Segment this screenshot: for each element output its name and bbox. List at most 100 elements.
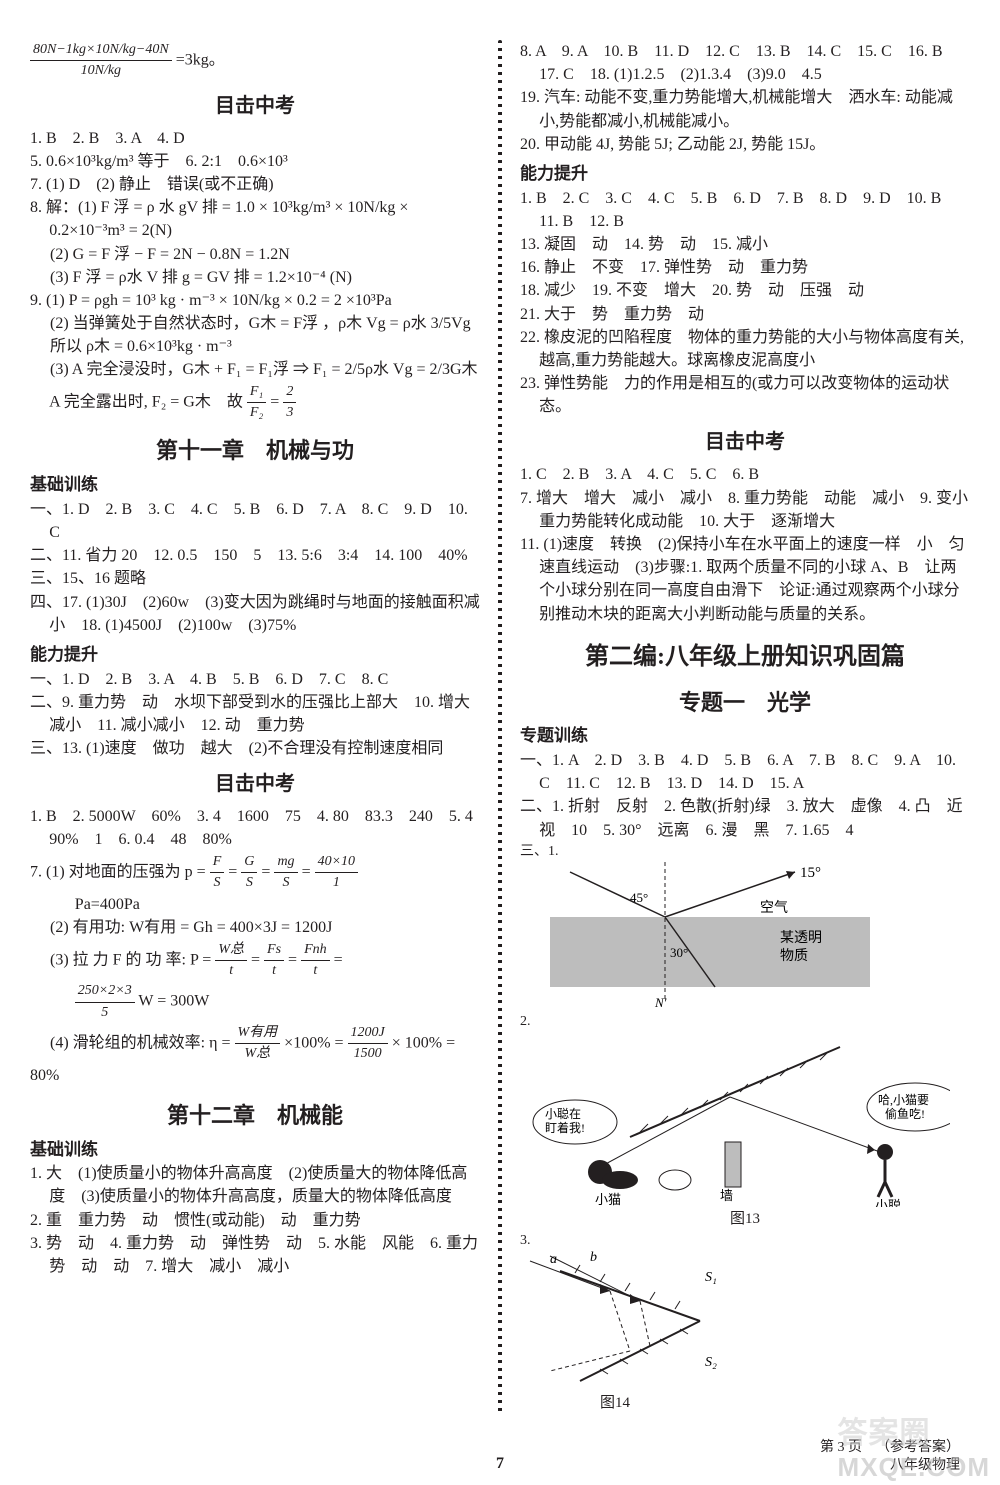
figure-double-mirror: a b S₁ S₂ [520, 1251, 820, 1391]
fig1-15deg: 15° [800, 865, 821, 881]
mj2-7-pre: 7. (1) 对地面的压强为 p = [30, 863, 206, 880]
mj2-7-2: (2) 有用功: W有用 = Gh = 400×3J = 1200J [30, 916, 480, 939]
f: 1200J [348, 1023, 388, 1044]
watermark-en: MXQE.COM [838, 1452, 990, 1482]
jichu11-line: 四、17. (1)30J (2)60w (3)变大因为跳绳时与地面的接触面积减小… [30, 591, 480, 637]
zt-line: 二、1. 折射 反射 2. 色散(折射)绿 3. 放大 虚像 4. 凸 近视 1… [520, 795, 970, 841]
f: F [210, 852, 225, 873]
nengli12-line: 1. B 2. C 3. C 4. C 5. B 6. D 7. B 8. D … [520, 187, 970, 233]
f: 250×2×3 [75, 981, 135, 1002]
mj1-line: 1. B 2. B 3. A 4. D [30, 127, 480, 150]
topic-1-title: 专题一 光学 [520, 687, 970, 719]
f: t [301, 961, 330, 981]
mj2-7-4: (4) 滑轮组的机械效率: η = W有用W总 ×100% = 1200J150… [30, 1023, 480, 1088]
f: S [274, 873, 297, 893]
fig2-right2: 偷鱼吃! [885, 1106, 925, 1121]
fig2-left2: 盯着我! [545, 1120, 585, 1135]
f: Fnh [301, 940, 330, 961]
mj1-line: (3) A 完全浸没时，G木 + F₁ = F₁浮 ⇒ F₁ = 2/5ρ水 V… [30, 358, 480, 381]
jichu11-line: 三、15、16 题略 [30, 567, 480, 590]
top-formula: 80N−1kg×10N/kg−40N 10N/kg =3kg。 [30, 40, 480, 82]
f: mg [274, 852, 297, 873]
sub-nengli-11: 能力提升 [30, 643, 480, 668]
column-divider [498, 40, 502, 1415]
fig1-45: 45° [630, 890, 648, 905]
r-cont-line: 8. A 9. A 10. B 11. D 12. C 13. B 14. C … [520, 40, 970, 86]
mj1-final-num: F₁ [247, 382, 266, 403]
mj2-7-3b: 250×2×35 W = 300W [30, 981, 480, 1023]
jichu11-line: 二、11. 省力 20 12. 0.5 150 5 13. 5:6 3:4 14… [30, 544, 480, 567]
mj1-line: 8. 解：(1) F 浮 = ρ 水 gV 排 = 1.0 × 10³kg/m³… [30, 196, 480, 242]
t: (4) 滑轮组的机械效率: η = [30, 1034, 231, 1051]
mj2-line-1: 1. B 2. 5000W 60% 3. 4 1600 75 4. 80 83.… [30, 805, 480, 851]
f: 5 [75, 1003, 135, 1023]
mj1-final: A 完全露出时, F₂ = G木 故 F₁ F₂ = 2 3 [30, 382, 480, 424]
t: W = 300W [138, 993, 209, 1010]
section-title-muji-2: 目击中考 [30, 770, 480, 799]
mj1-final-den: F₂ [247, 403, 266, 423]
fig1-mat2: 物质 [780, 948, 808, 964]
mj1-final-rhs-n: 2 [283, 382, 296, 403]
figure-cat-mirror: 墙 小聪在 盯着我! 小猫 哈,小猫要 偷鱼吃! 小聪 [520, 1032, 950, 1207]
fig3-a: a [550, 1252, 557, 1267]
top-formula-den: 10N/kg [30, 61, 172, 81]
nengli12-line: 23. 弹性势能 力的作用是相互的(或力可以改变物体的运动状态。 [520, 372, 970, 418]
mj-r-line: 7. 增大 增大 减小 减小 8. 重力势能 动能 减小 9. 变小 重力势能转… [520, 487, 970, 533]
nengli12-line: 22. 橡皮泥的凹陷程度 物体的重力势能的大小与物体高度有关,越高,重力势能越大… [520, 326, 970, 372]
page: 80N−1kg×10N/kg−40N 10N/kg =3kg。 目击中考 1. … [0, 0, 1000, 1445]
f: t [264, 961, 284, 981]
top-formula-num: 80N−1kg×10N/kg−40N [30, 40, 172, 61]
fig3-lead: 3. [520, 1231, 970, 1251]
nengli11-line: 一、1. D 2. B 3. A 4. B 5. B 6. D 7. C 8. … [30, 668, 480, 691]
fig3-s1: S₁ [705, 1270, 717, 1285]
jichu12-line: 1. 大 (1)使质量小的物体升高高度 (2)使质量大的物体降低高度 (3)使质… [30, 1162, 480, 1208]
nengli11-line: 三、13. (1)速度 做功 越大 (2)不合理没有控制速度相同 [30, 737, 480, 760]
t: (3) 拉 力 F 的 功 率: P = [30, 951, 211, 968]
f: 1500 [348, 1044, 388, 1064]
section-title-muji-1: 目击中考 [30, 92, 480, 121]
sub-zhuanti: 专题训练 [520, 724, 970, 749]
top-formula-eq: =3kg。 [176, 51, 225, 68]
nengli12-line: 18. 减少 19. 不变 增大 20. 势 动 压强 动 [520, 279, 970, 302]
f: S [210, 873, 225, 893]
fig1-mat1: 某透明 [780, 930, 822, 946]
f: t [215, 961, 247, 981]
f: G [241, 852, 257, 873]
section-title-muji-r: 目击中考 [520, 428, 970, 457]
nengli12-line: 21. 大于 势 重力势 动 [520, 303, 970, 326]
sub-jichu-12: 基础训练 [30, 1138, 480, 1163]
sub-jichu-11: 基础训练 [30, 473, 480, 498]
mj1-line: 所以 ρ木 = 0.6×10³kg · m⁻³ [30, 335, 480, 358]
fig2-right1: 哈,小猫要 [878, 1093, 929, 1107]
f: W有用 [235, 1023, 281, 1044]
fig2-caption: 图13 [520, 1209, 970, 1231]
fig1-air: 空气 [760, 900, 788, 916]
mj1-line: 5. 0.6×10³kg/m³ 等于 6. 2:1 0.6×10³ [30, 150, 480, 173]
mj1-line: (3) F 浮 = ρ水 V 排 g = GV 排 = 1.2×10⁻⁴ (N) [30, 266, 480, 289]
r-cont-line: 20. 甲动能 4J, 势能 5J; 乙动能 2J, 势能 15J。 [520, 133, 970, 156]
figure-refraction: 15° 45° 30° 空气 某透明 物质 N′ [520, 862, 950, 1012]
jichu12-line: 2. 重 重力势 动 惯性(或动能) 动 重力势 [30, 1209, 480, 1232]
t: ×100% = [284, 1034, 343, 1051]
edition-title: 第二编:八年级上册知识巩固篇 [520, 640, 970, 675]
mj1-line: 7. (1) D (2) 静止 错误(或不正确) [30, 173, 480, 196]
mj1-line: (2) G = F 浮 − F = 2N − 0.8N = 1.2N [30, 243, 480, 266]
fig1-30: 30° [670, 945, 688, 960]
right-column: 8. A 9. A 10. B 11. D 12. C 13. B 14. C … [520, 40, 970, 1415]
fig3-s2: S₂ [705, 1355, 717, 1370]
mj1-line: (2) 当弹簧处于自然状态时，G木 = F浮 ，ρ木 Vg = ρ水 3/5Vg [30, 312, 480, 335]
left-column: 80N−1kg×10N/kg−40N 10N/kg =3kg。 目击中考 1. … [30, 40, 480, 1415]
fig2-person: 小聪 [875, 1198, 901, 1207]
zt-line: 一、1. A 2. D 3. B 4. D 5. B 6. A 7. B 8. … [520, 749, 970, 795]
chapter-11-title: 第十一章 机械与功 [30, 435, 480, 467]
fig2-cat: 小猫 [595, 1192, 621, 1207]
r-cont-line: 19. 汽车: 动能不变,重力势能增大,机械能增大 洒水车: 动能减小,势能都减… [520, 86, 970, 132]
mj1-line: 9. (1) P = ρgh = 10³ kg · m⁻³ × 10N/kg ×… [30, 289, 480, 312]
fig1-N: N′ [654, 995, 667, 1010]
jichu11-line: 一、1. D 2. B 3. C 4. C 5. B 6. D 7. A 8. … [30, 498, 480, 544]
mj1-final-pre: A 完全露出时, F₂ = G木 故 [30, 393, 243, 410]
mj-r-line: 11. (1)速度 转换 (2)保持小车在水平面上的速度一样 小 匀速直线运动 … [520, 533, 970, 626]
jichu12-line: 3. 势 动 4. 重力势 动 弹性势 动 5. 水能 风能 6. 重力势 动 … [30, 1232, 480, 1278]
mj1-final-rhs-d: 3 [283, 403, 296, 423]
fig2-left1: 小聪在 [545, 1107, 581, 1121]
